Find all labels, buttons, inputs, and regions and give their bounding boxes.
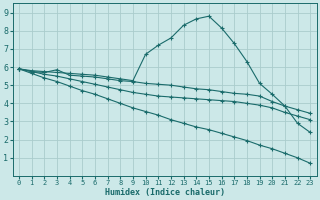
X-axis label: Humidex (Indice chaleur): Humidex (Indice chaleur) xyxy=(105,188,225,197)
